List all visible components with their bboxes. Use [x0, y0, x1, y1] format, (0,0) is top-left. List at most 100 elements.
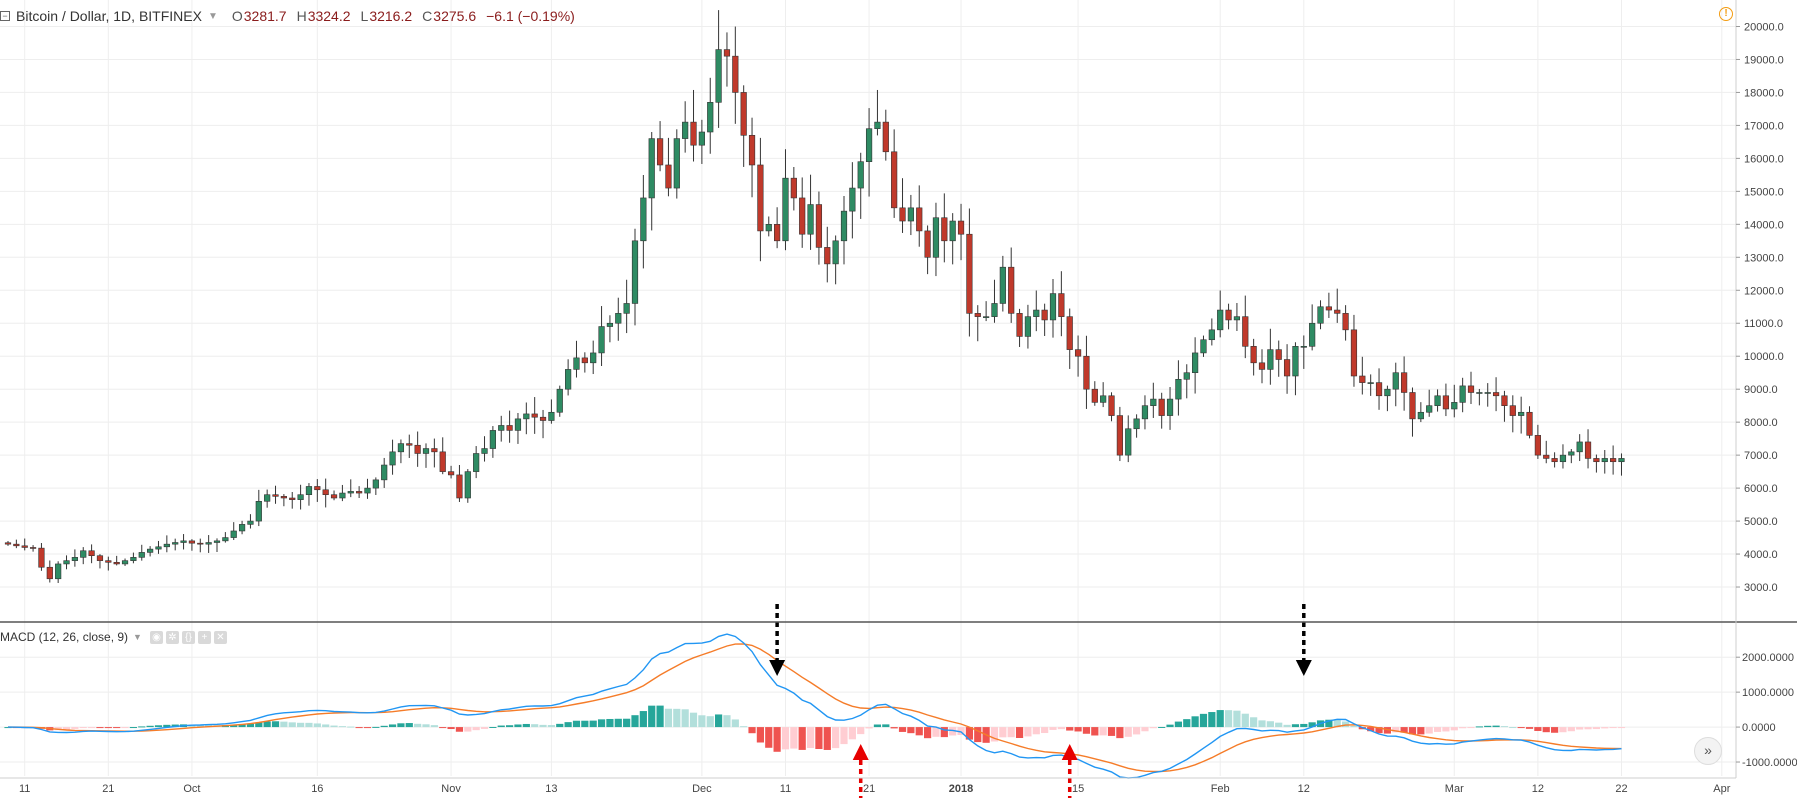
histogram-bar — [129, 727, 137, 729]
candle-body — [1618, 458, 1625, 463]
candle — [1250, 338, 1257, 376]
candle-body — [531, 413, 538, 418]
candle-body — [581, 357, 588, 364]
histogram-bar — [1300, 723, 1308, 728]
histogram-bar — [882, 724, 890, 728]
x-tick-label: 22 — [1615, 783, 1627, 795]
histogram-bar — [664, 708, 673, 728]
candle-body — [874, 121, 881, 130]
candle-body — [1543, 454, 1550, 459]
candle-body — [723, 49, 731, 57]
histogram-bar — [865, 727, 873, 729]
histogram-bar — [104, 727, 112, 729]
candle — [364, 478, 371, 499]
candle — [1175, 360, 1182, 416]
candle — [205, 535, 212, 553]
candle-body — [832, 240, 839, 265]
candle — [1258, 349, 1266, 384]
x-tick-label: 11 — [19, 783, 30, 795]
braces-icon[interactable]: {} — [181, 630, 195, 644]
close-icon[interactable]: ✕ — [213, 630, 227, 644]
candle — [397, 439, 405, 464]
collapse-square-icon[interactable]: − — [0, 11, 10, 21]
candle — [1451, 384, 1458, 418]
candle-body — [289, 497, 296, 500]
candle — [422, 443, 430, 468]
candle-body — [857, 161, 864, 189]
low-value: 3216.2 — [369, 8, 413, 24]
histogram-bar — [1592, 727, 1600, 730]
candle-body — [180, 540, 187, 543]
symbol-title[interactable]: Bitcoin / Dollar, 1D, BITFINEX — [16, 8, 202, 24]
gear-icon[interactable]: ✲ — [165, 630, 179, 644]
candle-body — [740, 92, 747, 136]
candle-body — [974, 313, 981, 317]
candle — [1116, 406, 1123, 462]
histogram-bar — [280, 721, 288, 728]
candle — [1325, 292, 1332, 318]
candle — [1492, 377, 1500, 412]
indicator-label[interactable]: MACD (12, 26, close, 9) — [0, 630, 129, 644]
histogram-bar — [1166, 724, 1174, 728]
candle-body — [757, 164, 764, 232]
histogram-bar — [522, 723, 530, 728]
candle-body — [138, 552, 145, 558]
candle — [197, 538, 204, 553]
candle-body — [782, 177, 789, 242]
candle-body — [447, 471, 455, 476]
histogram-bar — [1233, 710, 1241, 728]
candle — [1024, 304, 1032, 349]
candle-body — [1501, 395, 1508, 406]
candle — [280, 494, 287, 507]
candle — [155, 540, 162, 554]
candle-body — [498, 425, 505, 431]
histogram-bar — [146, 725, 154, 728]
arrow-head — [852, 744, 869, 760]
candle-body — [1610, 458, 1617, 463]
candle-body — [748, 134, 756, 166]
candle — [1150, 382, 1157, 418]
histogram-bar — [1250, 717, 1258, 728]
candle-body — [765, 224, 772, 232]
candle-body — [907, 207, 914, 222]
candle — [882, 109, 889, 161]
candle-body — [1426, 405, 1433, 413]
candle-body — [80, 550, 87, 558]
histogram-bar — [974, 727, 982, 743]
candle-body — [130, 557, 137, 561]
candle-body — [1509, 405, 1516, 416]
candle-body — [1183, 372, 1190, 380]
candle — [46, 560, 53, 583]
chevron-down-icon[interactable]: ▼ — [207, 10, 218, 22]
candle — [464, 469, 471, 503]
histogram-bar — [723, 715, 731, 728]
histogram-bar — [297, 722, 305, 728]
candle — [1442, 383, 1450, 417]
candle-body — [1049, 293, 1057, 321]
candle — [757, 137, 764, 262]
plus-icon[interactable]: + — [197, 630, 211, 644]
candle — [1417, 402, 1424, 423]
low-key: L — [360, 8, 369, 24]
alert-circle-icon[interactable]: ! — [1719, 7, 1733, 21]
histogram-bar — [898, 727, 907, 732]
candle-body — [1601, 458, 1608, 463]
candle-body — [941, 217, 948, 242]
candle — [1375, 368, 1383, 410]
candle-body — [1133, 418, 1140, 430]
chevron-down-icon[interactable]: ▼ — [133, 632, 142, 642]
histogram-bar — [857, 727, 865, 735]
histogram-bar — [388, 724, 397, 728]
histogram-bar — [1500, 726, 1509, 728]
histogram-bar — [138, 726, 146, 728]
candle-body — [1267, 349, 1274, 370]
chevron-double-right-icon[interactable]: » — [1694, 737, 1722, 765]
candle-body — [924, 230, 931, 258]
histogram-bar — [1475, 726, 1483, 728]
histogram-bar — [154, 725, 163, 728]
y-tick-label: 8000.0 — [1744, 417, 1778, 429]
eye-icon[interactable]: ◉ — [149, 630, 163, 644]
histogram-bar — [1191, 716, 1199, 728]
candle — [598, 306, 605, 366]
